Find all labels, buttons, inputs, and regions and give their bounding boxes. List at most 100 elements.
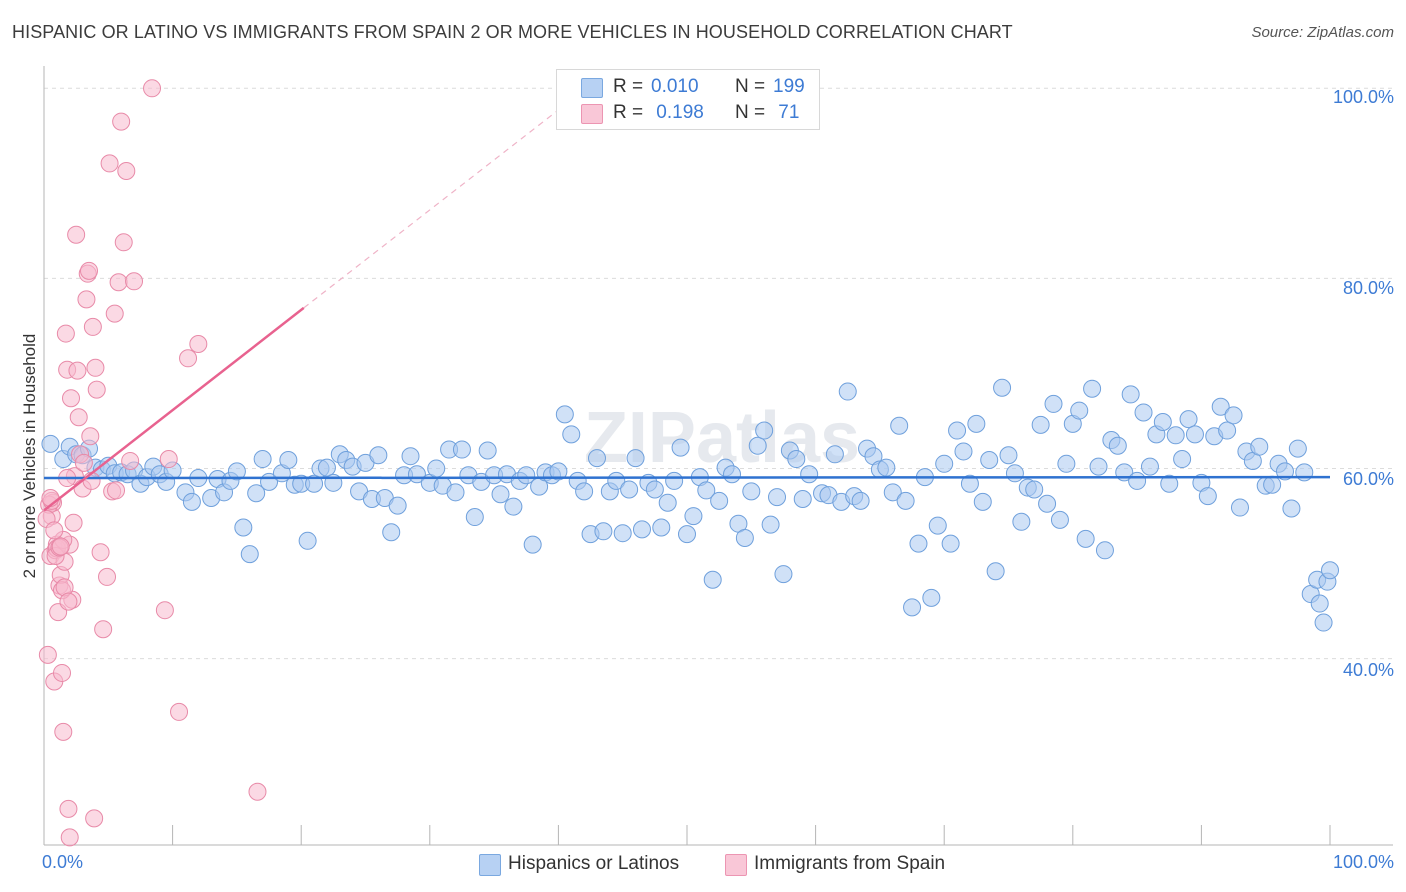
hispanic-point xyxy=(967,414,986,433)
hispanic-point xyxy=(928,516,947,535)
hispanic-point xyxy=(1230,498,1249,517)
hispanic-point xyxy=(298,531,317,550)
hispanic-point xyxy=(369,446,388,465)
hispanic-point xyxy=(279,451,298,469)
hispanic-point xyxy=(491,485,510,504)
hispanic-point xyxy=(562,425,581,444)
hispanic-point xyxy=(723,465,742,484)
hispanic-point xyxy=(652,518,671,537)
hispanic-point xyxy=(1076,529,1095,548)
spain-point xyxy=(67,225,86,244)
hispanic-point xyxy=(1050,510,1069,529)
hispanic-point xyxy=(903,598,922,617)
hispanic-point xyxy=(960,474,979,493)
x-tick-label: 0.0% xyxy=(42,852,84,872)
spain-point xyxy=(80,261,99,280)
spain-point xyxy=(100,154,119,173)
hispanic-point xyxy=(710,491,729,510)
r-label: R = xyxy=(613,76,649,97)
spain-point xyxy=(91,543,110,562)
n-label: N = xyxy=(735,76,771,97)
spain-point xyxy=(155,601,174,620)
hispanic-point xyxy=(388,496,407,515)
spain-point xyxy=(69,408,88,427)
spain-point xyxy=(94,620,113,639)
hispanic-point xyxy=(1070,401,1089,420)
hispanic-point xyxy=(317,458,336,477)
hispanic-point xyxy=(973,492,992,511)
spain-point xyxy=(83,317,102,336)
hispanic-point xyxy=(954,442,973,461)
hispanic-point xyxy=(986,562,1005,581)
r-value: 0.010 xyxy=(651,76,699,97)
spain-point xyxy=(87,380,106,399)
spain-point xyxy=(112,112,131,131)
hispanic-point xyxy=(41,434,60,453)
hispanic-point xyxy=(883,483,902,502)
hispanic-point xyxy=(1031,415,1050,434)
spain-point xyxy=(45,521,64,540)
spain-point xyxy=(59,799,78,818)
hispanic-point xyxy=(1038,494,1057,513)
hispanic-point xyxy=(684,507,703,526)
hispanic-point xyxy=(1128,471,1147,490)
hispanic-point xyxy=(896,491,915,510)
n-value: 199 xyxy=(773,76,805,97)
hispanic-point xyxy=(1057,454,1076,473)
hispanic-point xyxy=(825,445,844,464)
hispanic-point xyxy=(549,462,568,481)
spain-point xyxy=(38,645,57,664)
y-tick-label: 100.0% xyxy=(1332,87,1394,107)
hispanic-point xyxy=(742,482,761,501)
hispanic-point xyxy=(1173,450,1192,469)
hispanic-trend-line xyxy=(43,475,1331,480)
spain-point xyxy=(51,537,70,556)
y-axis-label: 2 or more Vehicles in Household xyxy=(20,333,39,579)
hispanic-point xyxy=(1095,541,1114,560)
hispanic-point xyxy=(1198,487,1217,506)
hispanic-point xyxy=(446,483,465,502)
legend-swatch-spain xyxy=(581,104,603,124)
hispanic-point xyxy=(1140,457,1159,476)
hispanic-point xyxy=(1044,394,1063,413)
x-tick-label: 100.0% xyxy=(1332,852,1394,872)
hispanic-point xyxy=(697,481,716,500)
spain-point xyxy=(77,290,96,309)
y-tick-label: 60.0% xyxy=(1342,469,1394,489)
hispanic-point xyxy=(768,488,787,507)
spain-point xyxy=(189,335,208,354)
legend-swatch xyxy=(725,854,747,876)
hispanic-point xyxy=(587,449,606,468)
hispanic-point xyxy=(1160,474,1179,493)
hispanic-point xyxy=(1321,561,1339,580)
hispanic-point xyxy=(1089,457,1108,476)
hispanic-point xyxy=(575,482,594,501)
hispanic-point xyxy=(671,438,690,457)
hispanic-point xyxy=(1211,397,1230,416)
hispanic-point xyxy=(227,462,246,481)
hispanic-point xyxy=(504,497,523,516)
hispanic-point xyxy=(980,451,999,469)
hispanic-point xyxy=(1224,406,1243,425)
hispanic-point xyxy=(1218,421,1237,440)
hispanic-point xyxy=(594,522,613,541)
hispanic-point xyxy=(755,421,774,440)
hispanic-point xyxy=(517,466,536,485)
hispanic-point xyxy=(645,480,664,499)
hispanic-point xyxy=(703,570,722,589)
spain-point xyxy=(60,828,79,847)
hispanic-point xyxy=(800,465,819,484)
hispanic-point xyxy=(735,528,754,547)
hispanic-point xyxy=(305,474,324,493)
hispanic-point xyxy=(382,523,401,542)
hispanic-point xyxy=(1314,613,1333,632)
spain-point xyxy=(248,782,267,801)
hispanic-point xyxy=(851,491,870,510)
hispanic-point xyxy=(253,450,272,469)
spain-point xyxy=(59,592,78,611)
y-tick-label: 40.0% xyxy=(1342,660,1394,680)
spain-trend-line xyxy=(43,306,305,512)
spain-point xyxy=(81,427,100,446)
chart-title: HISPANIC OR LATINO VS IMMIGRANTS FROM SP… xyxy=(12,22,1013,42)
